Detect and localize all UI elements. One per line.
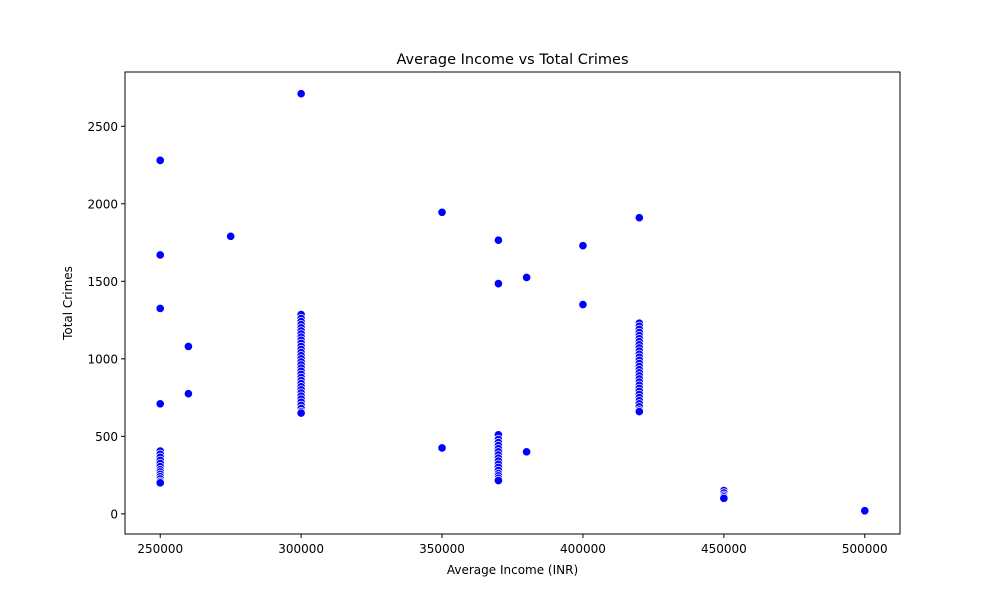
data-point bbox=[183, 389, 193, 399]
y-tick-label: 1000 bbox=[87, 352, 118, 366]
x-tick-label: 500000 bbox=[842, 542, 888, 556]
y-tick-label: 500 bbox=[95, 430, 118, 444]
data-point bbox=[493, 475, 503, 486]
y-axis-ticks: 0 500 1000 1500 2000 2500 bbox=[87, 120, 125, 521]
x-tick-label: 400000 bbox=[560, 542, 606, 556]
y-tick-label: 2000 bbox=[87, 197, 118, 211]
y-tick-label: 0 bbox=[110, 507, 118, 521]
data-point bbox=[437, 207, 447, 217]
data-point bbox=[522, 447, 532, 457]
x-axis-title: Average Income (INR) bbox=[447, 563, 578, 577]
x-tick-label: 450000 bbox=[701, 542, 747, 556]
data-point bbox=[155, 478, 165, 488]
x-tick-label: 250000 bbox=[137, 542, 183, 556]
data-point bbox=[296, 408, 306, 418]
data-point bbox=[578, 241, 588, 251]
y-tick-label: 2500 bbox=[87, 120, 118, 134]
plot-frame bbox=[124, 71, 901, 535]
data-point bbox=[634, 406, 644, 417]
chart-title: Average Income vs Total Crimes bbox=[396, 52, 628, 68]
data-point bbox=[493, 279, 503, 289]
data-point bbox=[437, 443, 447, 453]
data-point bbox=[522, 272, 532, 282]
y-axis-title: Total Crimes bbox=[61, 266, 75, 341]
data-point bbox=[296, 89, 306, 99]
data-point bbox=[155, 250, 165, 260]
data-point bbox=[634, 213, 644, 223]
x-tick-label: 300000 bbox=[278, 542, 324, 556]
y-tick-label: 1500 bbox=[87, 275, 118, 289]
data-point bbox=[155, 155, 165, 165]
data-point bbox=[719, 493, 729, 503]
points-layer bbox=[155, 89, 870, 516]
data-point bbox=[155, 303, 165, 314]
data-point bbox=[226, 231, 236, 241]
data-point bbox=[578, 299, 588, 310]
x-axis-ticks: 250000 300000 350000 400000 450000 500000 bbox=[137, 534, 888, 556]
x-tick-label: 350000 bbox=[419, 542, 465, 556]
data-point bbox=[155, 399, 165, 409]
data-point bbox=[860, 506, 870, 516]
data-point bbox=[493, 235, 503, 245]
data-point bbox=[183, 341, 193, 351]
